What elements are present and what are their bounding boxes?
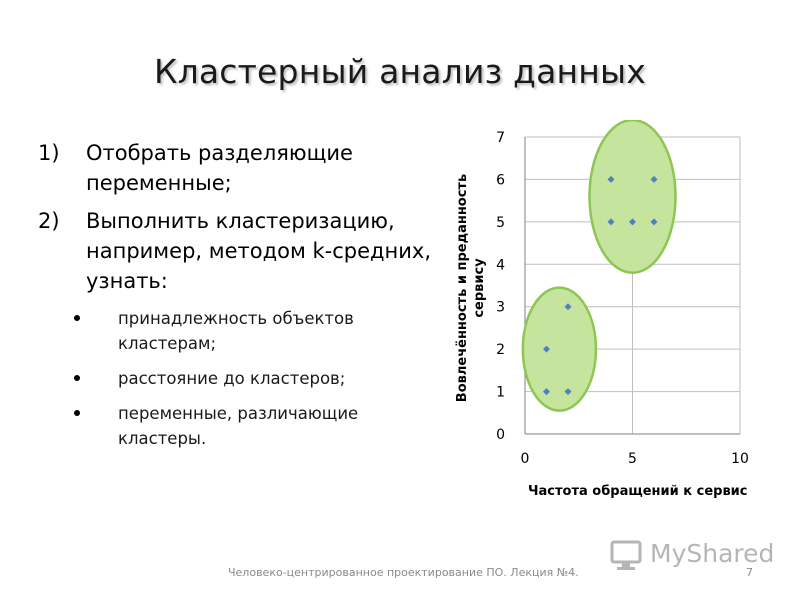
data-point bbox=[543, 388, 550, 396]
cluster-ellipse-1 bbox=[521, 286, 598, 412]
content-list: 1) Отобрать разделяющие переменные; 2) В… bbox=[38, 138, 438, 461]
item-text: Выполнить кластеризацию, например, метод… bbox=[86, 209, 432, 293]
data-point bbox=[607, 218, 615, 226]
y-tick-label: 1 bbox=[496, 385, 505, 401]
y-tick-label: 4 bbox=[496, 257, 505, 273]
bullet-text: расстояние до кластеров; bbox=[118, 369, 346, 388]
numbered-item-1: 1) Отобрать разделяющие переменные; bbox=[38, 138, 438, 198]
x-tick-label: 0 bbox=[521, 451, 530, 467]
x-tick-label: 10 bbox=[731, 451, 749, 467]
page-number: 7 bbox=[746, 566, 753, 579]
data-point bbox=[650, 218, 658, 226]
bullet-item-3: переменные, различающие кластеры. bbox=[38, 401, 438, 451]
item-text: Отобрать разделяющие переменные; bbox=[86, 141, 353, 195]
y-tick-label: 3 bbox=[496, 300, 505, 316]
data-point bbox=[607, 175, 615, 183]
watermark: MyShared bbox=[608, 536, 774, 572]
bullet-list: принадлежность объектов кластерам; расст… bbox=[38, 306, 438, 451]
data-point bbox=[629, 218, 636, 226]
data-point bbox=[564, 388, 572, 396]
bullet-item-2: расстояние до кластеров; bbox=[38, 366, 438, 391]
bullet-dot-icon bbox=[74, 410, 80, 416]
y-tick-label: 7 bbox=[496, 130, 505, 146]
data-point bbox=[564, 303, 572, 311]
bullet-text: переменные, различающие кластеры. bbox=[118, 404, 359, 448]
item-marker: 1) bbox=[38, 141, 60, 165]
x-tick-label: 5 bbox=[628, 451, 637, 467]
y-axis-label: Вовлечённость и преданность сервису bbox=[455, 174, 487, 402]
bullet-item-1: принадлежность объектов кластерам; bbox=[38, 306, 438, 356]
cluster-ellipse-2 bbox=[588, 120, 677, 274]
bullet-text: принадлежность объектов кластерам; bbox=[118, 309, 354, 353]
bullet-dot-icon bbox=[74, 375, 80, 381]
data-point bbox=[543, 345, 550, 353]
item-marker: 2) bbox=[38, 209, 60, 233]
monitor-logo-icon bbox=[610, 540, 642, 570]
y-tick-label: 5 bbox=[496, 215, 505, 231]
y-tick-label: 6 bbox=[496, 172, 505, 188]
watermark-text: MyShared bbox=[650, 539, 775, 568]
scatter-chart: 0 1 2 3 4 5 6 7 0 5 10 Частота обращений к сервис Во… bbox=[455, 120, 749, 499]
y-tick-label: 2 bbox=[496, 342, 505, 358]
slide-title: Кластерный анализ данных bbox=[153, 52, 647, 91]
y-tick-label: 0 bbox=[496, 427, 505, 443]
footer-text: Человеко-центрированное проектирование П… bbox=[228, 566, 579, 579]
data-point bbox=[650, 175, 658, 183]
x-axis-label: Частота обращений к сервис bbox=[528, 484, 748, 499]
numbered-item-2: 2) Выполнить кластеризацию, например, ме… bbox=[38, 206, 438, 296]
bullet-dot-icon bbox=[74, 315, 80, 321]
